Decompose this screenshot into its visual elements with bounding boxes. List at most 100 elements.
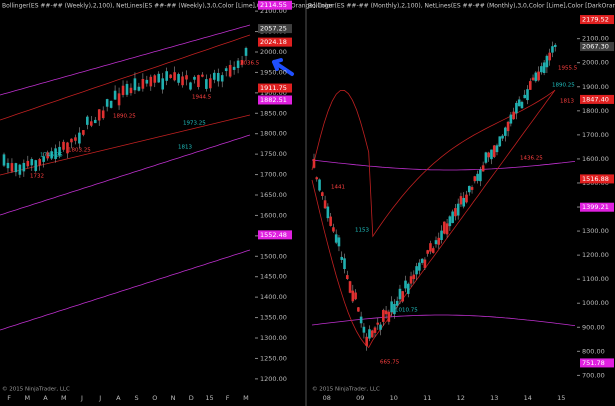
band-outer	[311, 314, 576, 326]
blue-arrow	[272, 58, 294, 76]
price-tag-label: 1399.21	[582, 203, 609, 211]
net-line-label: 1813	[178, 145, 192, 151]
candle	[387, 311, 391, 322]
candle	[551, 46, 554, 53]
candle	[149, 76, 153, 87]
candle	[409, 276, 413, 284]
candle	[318, 179, 321, 191]
candle	[177, 74, 180, 83]
candle	[451, 211, 454, 224]
net-line-label: 1890.25	[552, 83, 575, 89]
y-tick-label: 1900.00	[582, 83, 609, 91]
candle	[50, 151, 53, 159]
candle	[209, 78, 212, 89]
y-tick-label: 1750.00	[260, 150, 287, 158]
candle	[398, 288, 402, 300]
x-tick-label: M	[25, 394, 31, 402]
price-tag	[258, 0, 292, 10]
candle	[426, 250, 429, 254]
y-tick-label: 1800.00	[260, 130, 287, 138]
candle	[423, 259, 427, 268]
price-tag	[580, 174, 614, 184]
x-tick-label: 12	[457, 394, 465, 402]
candle	[498, 136, 502, 147]
price-tag-label: 1516.88	[582, 175, 609, 183]
candle	[173, 72, 176, 81]
candle	[105, 99, 109, 107]
x-tick-label: 10	[390, 394, 398, 402]
candle	[236, 60, 240, 68]
candle	[82, 130, 85, 135]
x-tick-label: 11	[423, 394, 431, 402]
copyright: © 2015 NinjaTrader, LLC	[2, 386, 70, 393]
candle	[517, 99, 521, 107]
net-line-label: 2036.5	[240, 61, 260, 67]
price-tag-label: 1847.40	[582, 95, 609, 103]
price-tag	[258, 95, 292, 105]
x-tick-label: M	[243, 394, 249, 402]
candle	[326, 206, 330, 219]
price-tag-label: 2114.55	[260, 1, 287, 9]
candle	[70, 138, 73, 143]
y-tick-label: 1850.00	[260, 109, 287, 117]
candle	[484, 152, 488, 163]
y-tick-label: 1300.00	[260, 334, 287, 342]
candle	[470, 187, 474, 190]
price-tag-label: 2067.30	[582, 43, 609, 51]
candle	[109, 100, 113, 108]
price-tag	[258, 24, 292, 34]
candle	[22, 162, 26, 172]
price-tag-label: 751.78	[582, 359, 605, 367]
band-mean	[311, 159, 576, 171]
candle	[384, 310, 388, 315]
candle	[212, 72, 216, 80]
candle	[157, 73, 161, 83]
candle	[129, 87, 133, 94]
x-tick-label: 13	[490, 394, 498, 402]
x-tick-label: M	[61, 394, 67, 402]
candle	[395, 300, 399, 306]
candle	[312, 158, 316, 168]
price-tag-label: 1552.48	[260, 231, 287, 239]
candle	[437, 237, 441, 245]
candle	[379, 324, 382, 330]
candle	[340, 256, 344, 260]
candle	[412, 274, 416, 280]
candle	[38, 159, 42, 166]
candle	[490, 149, 493, 160]
candle	[548, 52, 551, 61]
y-tick-label: 1250.00	[260, 354, 287, 362]
candle	[368, 329, 371, 339]
candle	[362, 326, 366, 333]
x-tick-label: 09	[356, 394, 364, 402]
candle	[205, 79, 208, 89]
candle	[506, 121, 510, 132]
candle	[545, 55, 549, 68]
candle	[542, 62, 546, 74]
candle	[456, 203, 460, 216]
candle	[465, 194, 468, 203]
price-tag-label: 1911.75	[260, 84, 287, 92]
candle	[74, 137, 77, 141]
candle	[323, 200, 327, 209]
candle	[553, 44, 557, 47]
y-tick-label: 1000.00	[582, 299, 609, 307]
candle	[93, 119, 97, 124]
candle	[165, 71, 168, 81]
candle	[101, 110, 105, 119]
candle	[343, 258, 346, 270]
candle	[189, 82, 192, 90]
candle	[54, 148, 57, 159]
candle	[345, 275, 349, 280]
candle	[454, 208, 457, 217]
candle	[329, 216, 332, 226]
candle	[42, 156, 45, 162]
y-tick-label: 1700.00	[260, 171, 287, 179]
band-mean	[0, 134, 251, 216]
net-line-label: 1813	[560, 99, 574, 105]
candle	[18, 164, 22, 175]
candle	[354, 292, 357, 300]
y-tick-label: 1650.00	[260, 191, 287, 199]
candle	[509, 114, 513, 124]
